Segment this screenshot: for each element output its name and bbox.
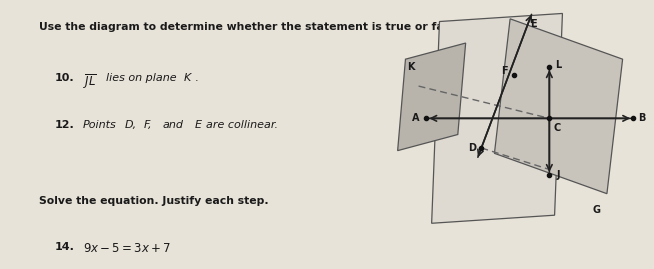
Polygon shape [398,43,466,151]
Text: K: K [407,62,415,72]
Text: Solve the equation. Justify each step.: Solve the equation. Justify each step. [39,196,269,206]
Text: Use the diagram to determine whether the statement is true or false.: Use the diagram to determine whether the… [39,22,466,31]
Text: 10.: 10. [54,73,74,83]
Text: C: C [553,123,561,133]
Text: $\overline{JL}$: $\overline{JL}$ [83,73,97,91]
Text: L: L [555,59,562,70]
Text: 14.: 14. [54,242,75,252]
Text: Points: Points [83,120,116,130]
Text: A: A [412,113,420,123]
Text: B: B [638,113,646,123]
Text: J: J [557,170,560,180]
Text: D: D [468,143,476,153]
Polygon shape [432,13,562,223]
Text: G: G [593,205,600,215]
Text: F,: F, [144,120,152,130]
Text: F: F [502,66,508,76]
Polygon shape [494,19,623,194]
Text: E: E [530,19,537,29]
Text: E: E [195,120,202,130]
Text: lies on plane: lies on plane [105,73,176,83]
Text: D,: D, [124,120,137,130]
Text: .: . [195,73,198,83]
Text: and: and [162,120,184,130]
Text: K: K [183,73,190,83]
Text: 12.: 12. [54,120,74,130]
Text: are collinear.: are collinear. [206,120,278,130]
Text: $9x - 5 = 3x + 7$: $9x - 5 = 3x + 7$ [83,242,171,255]
